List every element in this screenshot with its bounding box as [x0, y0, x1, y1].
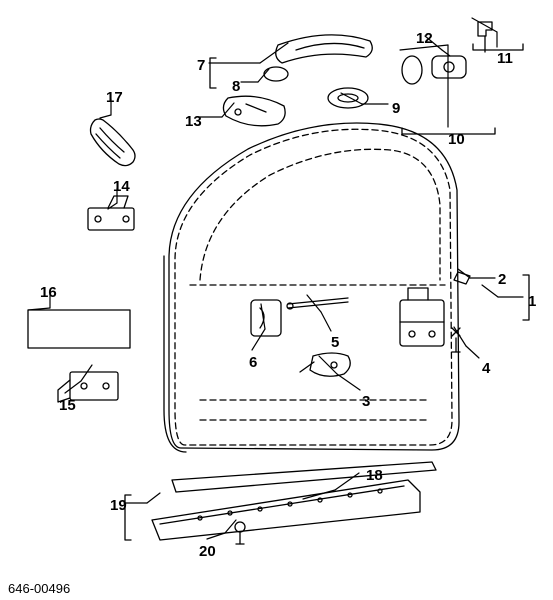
door-frame — [175, 129, 452, 445]
callout-3: 3 — [362, 393, 370, 410]
leader-5 — [321, 312, 331, 331]
callout-13: 13 — [185, 113, 202, 130]
callout-9: 9 — [392, 100, 400, 117]
callout-2: 2 — [498, 271, 506, 288]
callout-17: 17 — [106, 89, 123, 106]
diagram-container: 1234567891011121314151617181920 646-0049… — [0, 0, 553, 600]
callout-12: 12 — [416, 30, 433, 47]
leader-4 — [466, 346, 479, 358]
leaders — [28, 18, 523, 539]
callout-15: 15 — [59, 397, 76, 414]
part-19 — [152, 480, 420, 540]
callout-18: 18 — [366, 467, 383, 484]
diagram-id: 646-00496 — [8, 581, 70, 596]
leader-3 — [337, 374, 360, 390]
leader-6 — [252, 329, 265, 350]
callout-4: 4 — [482, 360, 490, 377]
callout-19: 19 — [110, 497, 127, 514]
diagram-svg — [0, 0, 553, 600]
callout-7: 7 — [197, 57, 205, 74]
part-13 — [223, 96, 285, 126]
leader-18 — [335, 473, 359, 490]
part-14 — [88, 196, 134, 230]
part-6 — [251, 300, 281, 336]
part-9 — [328, 88, 368, 108]
part-16 — [28, 310, 130, 348]
part-latch — [400, 288, 444, 346]
part-20 — [235, 522, 245, 544]
callout-5: 5 — [331, 334, 339, 351]
part-8 — [264, 67, 288, 81]
callout-6: 6 — [249, 354, 257, 371]
callout-8: 8 — [232, 78, 240, 95]
part-7 — [276, 35, 373, 63]
part-3 — [300, 353, 350, 376]
part-2 — [454, 272, 470, 284]
callout-16: 16 — [40, 284, 57, 301]
callout-14: 14 — [113, 178, 130, 195]
callout-1: 1 — [528, 293, 536, 310]
callout-11: 11 — [497, 50, 513, 67]
callout-20: 20 — [199, 543, 216, 560]
part-17 — [91, 119, 136, 166]
callout-10: 10 — [448, 131, 465, 148]
